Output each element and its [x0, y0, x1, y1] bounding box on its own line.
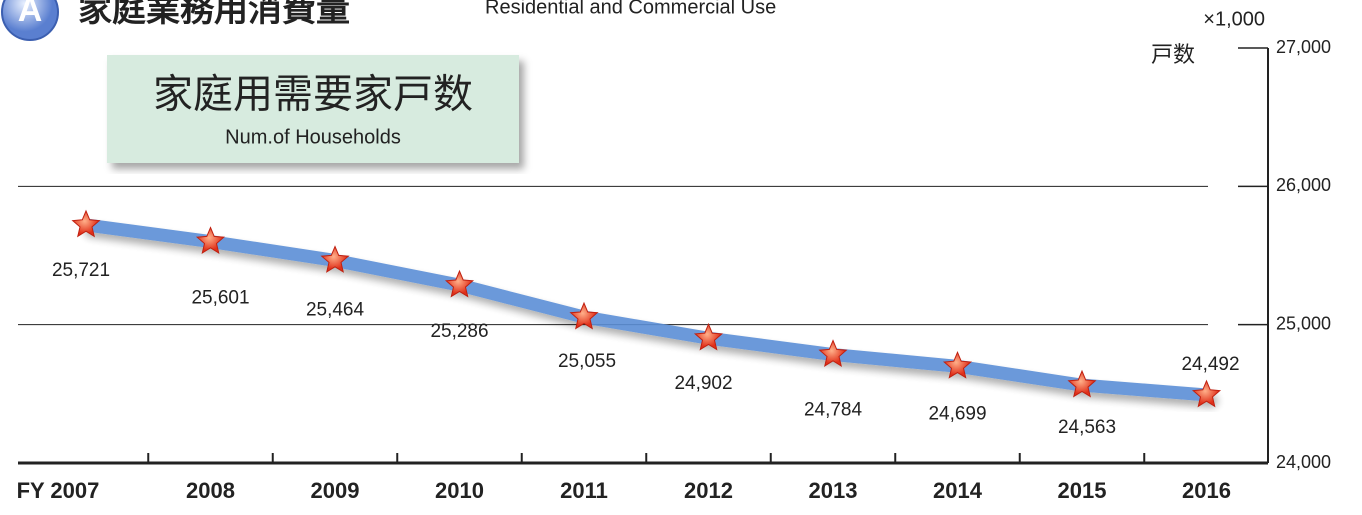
chart-title: 家庭用需要家戸数: [153, 73, 473, 117]
page-title: 家庭業務用消費量: [78, 0, 350, 29]
point-star: [71, 209, 101, 238]
value-label: 24,563: [1058, 417, 1116, 438]
value-label: 25,286: [430, 321, 488, 342]
y-tick-label: 24,000: [1276, 452, 1331, 472]
value-label: 25,721: [52, 260, 110, 281]
point-star: [444, 269, 475, 298]
x-tick-label: 2012: [684, 478, 733, 503]
point-star: [320, 245, 350, 273]
point-star: [1067, 369, 1097, 398]
x-tick-label: 2008: [186, 478, 235, 503]
y-tick-label: 26,000: [1276, 175, 1331, 195]
unit: ×1,000: [1203, 8, 1265, 30]
value-label: 24,699: [928, 403, 986, 424]
point-star: [942, 350, 973, 379]
point-star: [1191, 379, 1222, 408]
page-subtitle: Residential and Commercial Use: [485, 0, 776, 18]
point-star: [818, 339, 848, 367]
value-label: 25,055: [558, 351, 616, 372]
value-label: 25,601: [191, 288, 249, 309]
value-label: 24,492: [1181, 354, 1239, 375]
legend-box: [107, 55, 519, 163]
badge: A: [18, 0, 43, 29]
point-star: [569, 301, 599, 330]
x-tick-label: 2016: [1182, 478, 1231, 503]
y-tick-label: 27,000: [1276, 37, 1331, 57]
value-label: 25,464: [306, 299, 365, 320]
chart-subtitle: Num.of Households: [225, 126, 401, 148]
y-axis-label: 戸数: [1151, 42, 1195, 67]
x-tick-label: 2013: [809, 478, 858, 503]
x-tick-label: 2009: [311, 478, 360, 503]
x-tick-label: 2014: [933, 478, 983, 503]
point-star: [195, 226, 226, 254]
value-label: 24,784: [804, 400, 863, 421]
x-tick-label: 2011: [560, 478, 608, 503]
value-label: 24,902: [674, 373, 732, 394]
y-tick-label: 25,000: [1276, 313, 1331, 333]
x-tick-label: FY 2007: [17, 478, 100, 503]
series-line: [79, 218, 1213, 402]
x-tick-label: 2010: [435, 478, 484, 503]
x-tick-label: 2015: [1058, 478, 1107, 503]
badge-circle: [1, 0, 59, 41]
point-star: [693, 322, 724, 351]
